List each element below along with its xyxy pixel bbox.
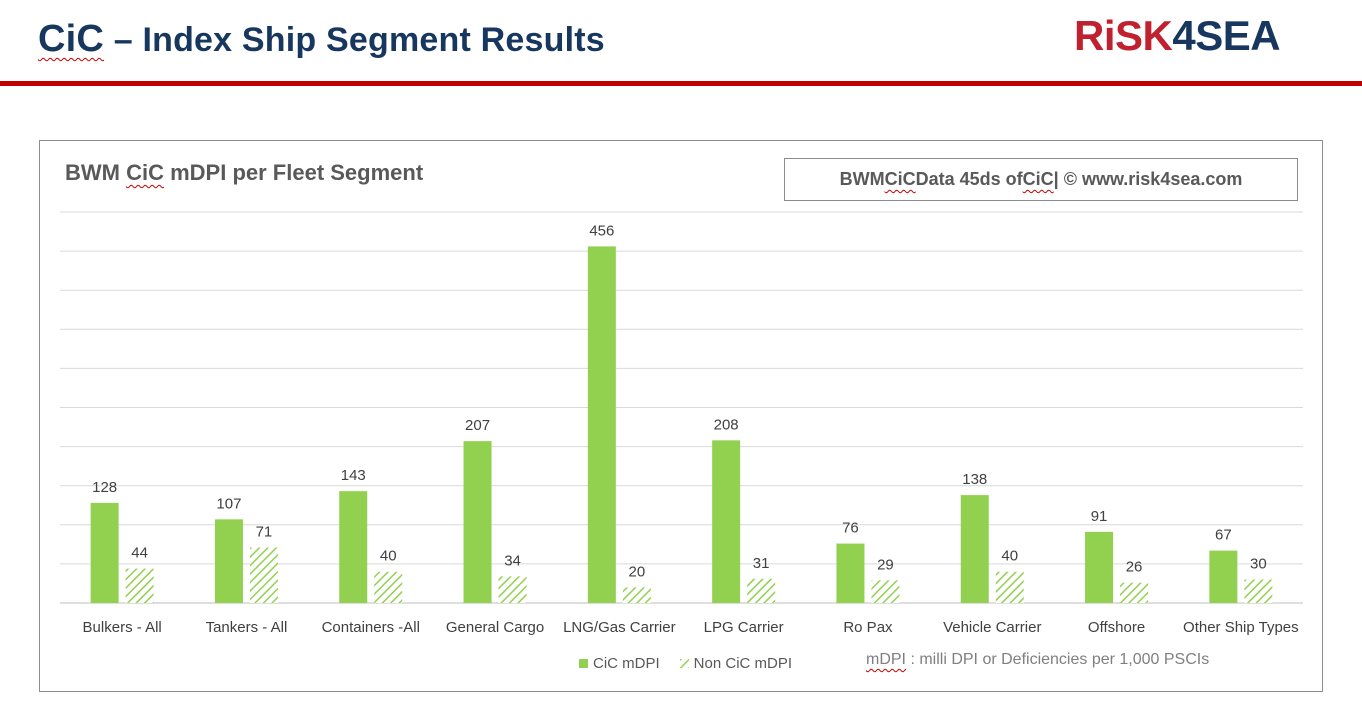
- cic-value-label-7: 138: [962, 471, 987, 488]
- cic-value-label-1: 107: [216, 495, 241, 512]
- non-cic-value-label-8: 26: [1126, 559, 1143, 576]
- non-cic-value-label-6: 29: [877, 556, 894, 573]
- x-tick-label-7: Vehicle Carrier: [943, 619, 1041, 636]
- x-tick-label-2: Containers -All: [322, 619, 420, 636]
- cic-bar-3: [463, 441, 492, 603]
- bars: [90, 246, 1273, 603]
- cic-value-label-9: 67: [1215, 527, 1232, 544]
- non-cic-value-label-3: 34: [504, 552, 521, 569]
- footnote-rest: : milli DPI or Deficiencies per 1,000 PS…: [906, 651, 1210, 668]
- x-tick-labels: Bulkers - All Tankers - All Containers -Al…: [83, 619, 1299, 636]
- legend-item-non-cic: Non CiC mDPI: [679, 655, 793, 672]
- cic-bar-4: [587, 246, 616, 603]
- cic-value-label-4: 456: [589, 222, 614, 239]
- logo-red-part: RiSK: [1074, 12, 1173, 59]
- non-cic-bar-6: [871, 580, 900, 603]
- x-tick-label-3: General Cargo: [446, 619, 544, 636]
- risk4sea-logo: RiSK4SEA: [1074, 12, 1281, 60]
- chart-title: BWM CiC mDPI per Fleet Segment: [65, 160, 423, 186]
- legend-label-non-cic: Non CiC mDPI: [693, 655, 793, 672]
- non-cic-value-label-9: 30: [1250, 556, 1267, 573]
- cic-value-label-8: 91: [1091, 508, 1108, 525]
- logo-navy-part: 4SEA: [1172, 12, 1281, 59]
- x-tick-label-4: LNG/Gas Carrier: [563, 619, 676, 636]
- slide-title-cic: CiC: [38, 18, 105, 60]
- non-cic-bar-1: [249, 547, 278, 603]
- non-cic-bar-3: [498, 576, 527, 603]
- chart-title-suffix: mDPI per Fleet Segment: [163, 160, 424, 185]
- cic-bar-1: [214, 519, 243, 603]
- non-cic-bar-5: [747, 578, 776, 603]
- slide-title-rest: – Index Ship Segment Results: [104, 21, 605, 59]
- cic-value-label-6: 76: [842, 520, 859, 537]
- source-cic1: CiC: [884, 169, 916, 189]
- non-cic-value-label-5: 31: [753, 555, 770, 572]
- non-cic-bar-0: [125, 568, 154, 603]
- cic-value-label-3: 207: [465, 417, 490, 434]
- header-divider: [0, 81, 1362, 86]
- non-cic-bar-9: [1244, 579, 1273, 603]
- footnote-abbr: mDPI: [866, 651, 906, 668]
- x-tick-label-5: LPG Carrier: [704, 619, 784, 636]
- cic-bar-8: [1085, 531, 1114, 603]
- x-tick-label-1: Tankers - All: [206, 619, 288, 636]
- legend-item-cic: CiC mDPI: [579, 655, 660, 672]
- x-tick-label-0: Bulkers - All: [83, 619, 162, 636]
- legend-swatch-cic: [579, 659, 588, 668]
- non-cic-value-label-2: 40: [380, 548, 397, 565]
- non-cic-bar-2: [374, 571, 403, 603]
- non-cic-bar-7: [995, 571, 1024, 603]
- cic-value-label-0: 128: [92, 479, 117, 496]
- x-tick-label-6: Ro Pax: [843, 619, 893, 636]
- source-part3: | © www.risk4sea.com: [1053, 169, 1243, 189]
- cic-value-label-2: 143: [341, 467, 366, 484]
- non-cic-value-label-7: 40: [1001, 548, 1018, 565]
- non-cic-value-label-1: 71: [256, 523, 273, 540]
- grid-lines: [60, 211, 1303, 604]
- footnote: mDPI : milli DPI or Deficiencies per 1,0…: [866, 651, 1209, 669]
- legend: CiC mDPI Non CiC mDPI: [579, 655, 812, 672]
- non-cic-value-label-0: 44: [131, 545, 148, 562]
- chart-title-cic: CiC: [126, 160, 164, 185]
- cic-bar-2: [339, 491, 368, 603]
- chart-title-prefix: BWM: [65, 160, 127, 185]
- source-part2: Data 45ds of: [915, 169, 1023, 189]
- cic-bar-5: [712, 440, 741, 603]
- non-cic-bar-8: [1120, 582, 1149, 603]
- cic-bar-0: [90, 502, 119, 603]
- data-labels: 128 44 107 71 143 40 207 34 456 20 208 31 76 29 138 40 9…: [92, 222, 1267, 580]
- source-cic2: CiC: [1022, 169, 1054, 189]
- x-tick-label-9: Other Ship Types: [1183, 619, 1299, 636]
- source-box: BWM CiC Data 45ds of CiC | © www.risk4se…: [784, 158, 1298, 201]
- cic-bar-9: [1209, 550, 1238, 603]
- legend-label-cic: CiC mDPI: [593, 655, 660, 672]
- slide-title: CiC – Index Ship Segment Results: [38, 18, 605, 61]
- cic-value-label-5: 208: [714, 416, 739, 433]
- x-tick-label-8: Offshore: [1088, 619, 1145, 636]
- source-part1: BWM: [839, 169, 885, 189]
- non-cic-value-label-4: 20: [629, 563, 646, 580]
- cic-bar-7: [960, 495, 989, 603]
- non-cic-bar-4: [622, 587, 651, 603]
- legend-swatch-non-cic: [679, 659, 689, 668]
- cic-bar-6: [836, 543, 865, 603]
